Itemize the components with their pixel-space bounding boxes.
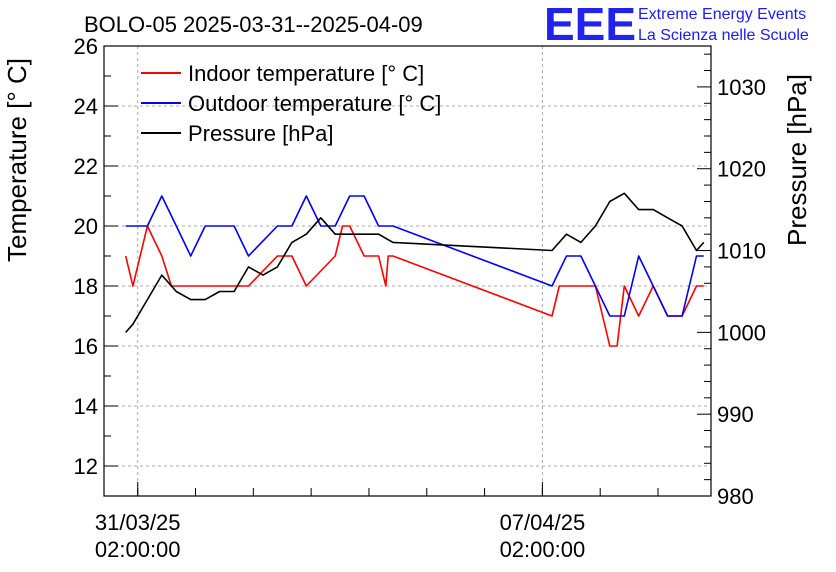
y-axis-label: Temperature [° C] — [2, 58, 32, 262]
series-line-2 — [125, 195, 704, 317]
legend-label-1: Indoor temperature [° C] — [188, 61, 424, 86]
y-tick-label: 14 — [74, 394, 98, 419]
y2-tick-label: 1030 — [717, 75, 766, 100]
series-layer — [124, 192, 705, 347]
y-tick-label: 20 — [74, 214, 98, 239]
y2-tick-label: 1000 — [717, 320, 766, 345]
legend-label-2: Outdoor temperature [° C] — [188, 91, 441, 116]
y-tick-label: 26 — [74, 34, 98, 59]
series-line-1 — [124, 225, 704, 347]
x-tick-label-date: 31/03/25 — [95, 510, 181, 535]
x-tick-label-time: 02:00:00 — [500, 537, 586, 562]
x-tick-label-date: 07/04/25 — [500, 510, 586, 535]
y2-tick-label: 980 — [717, 484, 754, 509]
y-tick-label: 16 — [74, 334, 98, 359]
legend: Indoor temperature [° C] Outdoor temperat… — [141, 61, 441, 146]
x-tick-label-time: 02:00:00 — [95, 537, 181, 562]
y2-axis-label: Pressure [hPa] — [782, 74, 812, 246]
right-axis: 980 990 1000 1010 1020 1030 — [697, 53, 766, 509]
y-tick-label: 24 — [74, 94, 98, 119]
y-tick-label: 12 — [74, 454, 98, 479]
y2-tick-label: 1010 — [717, 239, 766, 264]
y-tick-label: 18 — [74, 274, 98, 299]
logo-line-1: Extreme Energy Events — [638, 6, 806, 23]
chart-title: BOLO-05 2025-03-31--2025-04-09 — [84, 12, 423, 37]
y2-tick-label: 990 — [717, 402, 754, 427]
left-axis: 12 14 16 18 20 22 24 26 — [74, 34, 118, 497]
plot-frame — [103, 45, 712, 497]
y-tick-label: 22 — [74, 154, 98, 179]
legend-label-3: Pressure [hPa] — [188, 121, 334, 146]
eee-logo: EEE Extreme Energy Events La Scienza nel… — [544, 0, 809, 50]
y2-tick-label: 1020 — [717, 157, 766, 182]
logo-mark: EEE — [544, 0, 636, 50]
logo-line-2: La Scienza nelle Scuole — [638, 27, 809, 44]
series-line-3 — [125, 192, 705, 333]
